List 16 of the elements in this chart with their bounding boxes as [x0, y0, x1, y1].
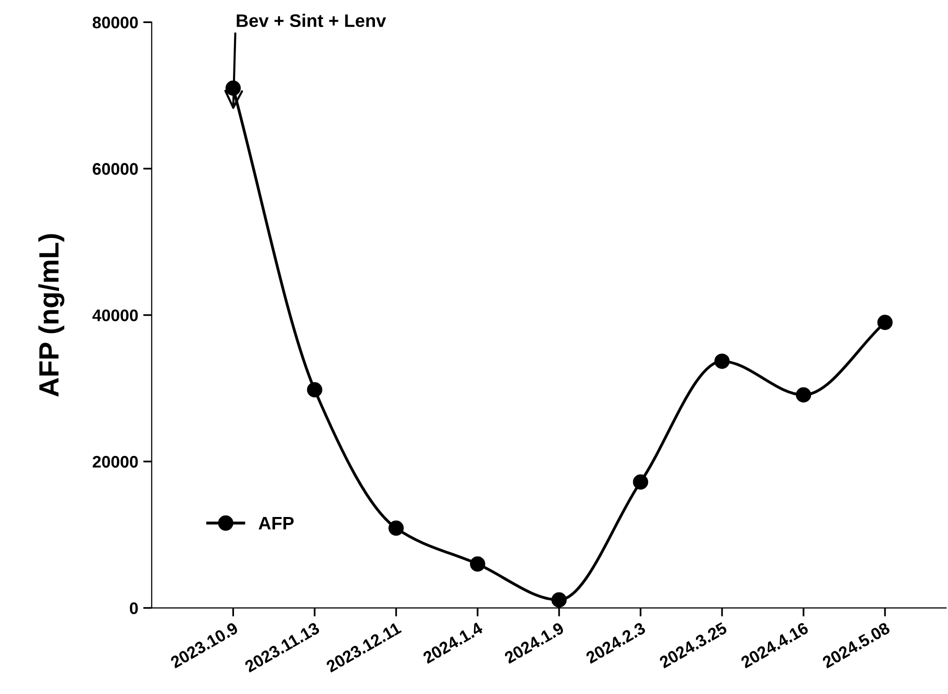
y-tick-label: 40000 [92, 309, 138, 322]
point [551, 592, 567, 608]
point [307, 382, 322, 398]
point [877, 314, 893, 330]
y-tick-label: 0 [130, 602, 138, 614]
y-tick-label: 80000 [92, 16, 138, 28]
legend-label: AFP [258, 516, 294, 530]
y-tick-label: 20000 [92, 456, 138, 468]
point [796, 387, 812, 403]
point [632, 474, 648, 490]
point [714, 354, 730, 369]
annotation: Bev + Sint + Lenv [236, 14, 386, 28]
y-axis-title: AFP (ng/mL) [38, 234, 64, 397]
point [388, 520, 404, 536]
y-tick-label: 60000 [92, 163, 138, 175]
point [470, 556, 486, 572]
